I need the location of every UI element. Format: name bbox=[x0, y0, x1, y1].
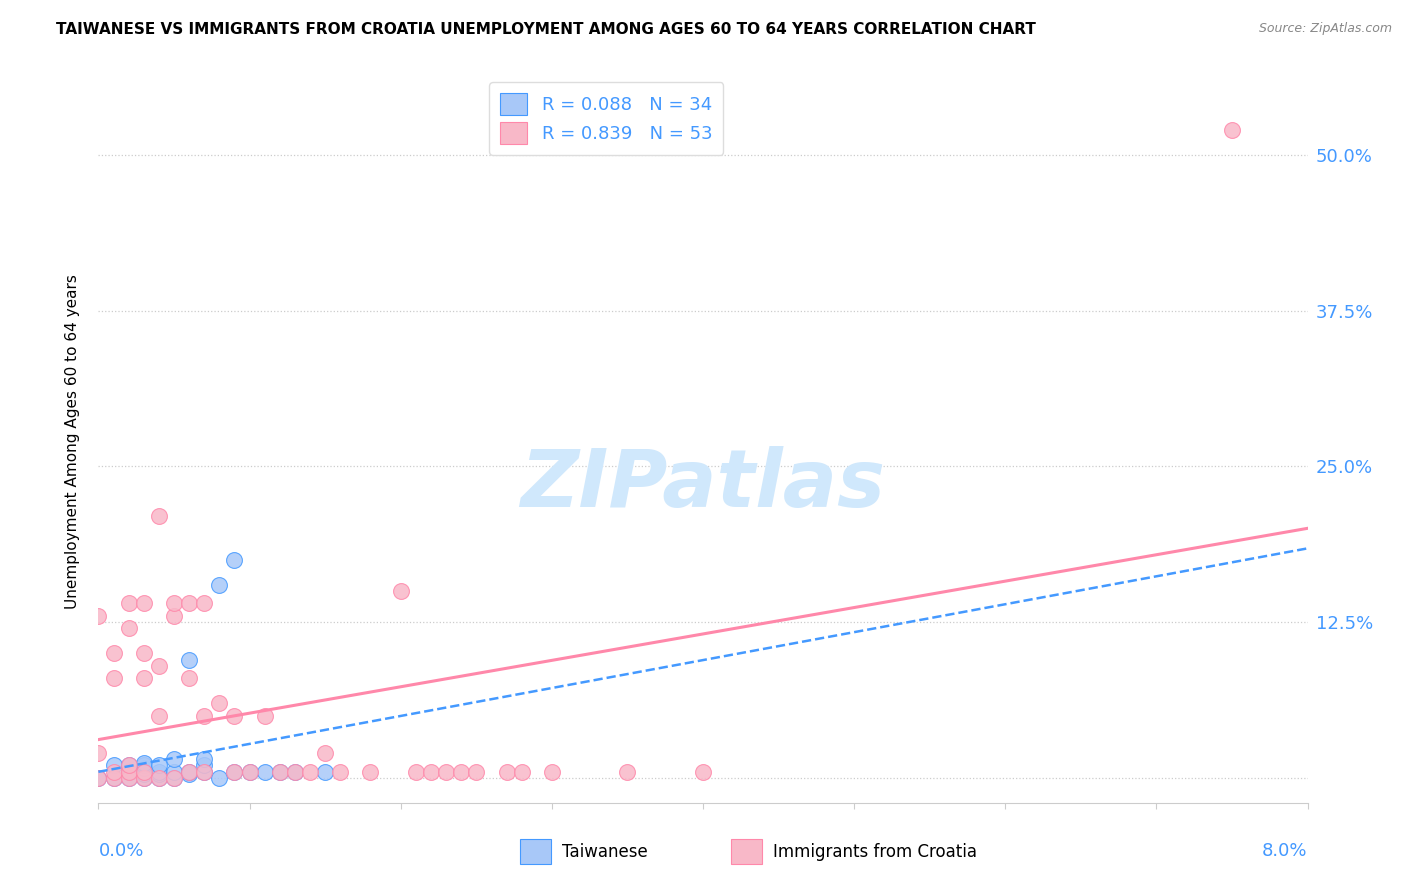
Point bbox=[103, 771, 125, 785]
Point bbox=[253, 708, 276, 723]
Point bbox=[132, 758, 155, 772]
Text: 0.0%: 0.0% bbox=[98, 842, 143, 860]
Point bbox=[87, 771, 110, 785]
Point bbox=[148, 764, 170, 779]
Point bbox=[118, 758, 141, 772]
Point bbox=[1220, 123, 1243, 137]
Point bbox=[208, 578, 231, 592]
Point bbox=[103, 646, 125, 660]
Point bbox=[284, 764, 307, 779]
Point bbox=[103, 764, 125, 779]
Point bbox=[193, 758, 215, 772]
Point bbox=[148, 771, 170, 785]
Point bbox=[132, 771, 155, 785]
Y-axis label: Unemployment Among Ages 60 to 64 years: Unemployment Among Ages 60 to 64 years bbox=[65, 274, 80, 609]
Point bbox=[132, 646, 155, 660]
Point bbox=[132, 767, 155, 781]
Point bbox=[193, 764, 215, 779]
Text: Taiwanese: Taiwanese bbox=[562, 843, 648, 861]
Point bbox=[224, 708, 246, 723]
Point bbox=[299, 764, 322, 779]
Point bbox=[118, 597, 141, 611]
Point bbox=[163, 771, 186, 785]
Point bbox=[103, 758, 125, 772]
Text: TAIWANESE VS IMMIGRANTS FROM CROATIA UNEMPLOYMENT AMONG AGES 60 TO 64 YEARS CORR: TAIWANESE VS IMMIGRANTS FROM CROATIA UNE… bbox=[56, 22, 1036, 37]
Point bbox=[163, 609, 186, 624]
Point bbox=[405, 764, 427, 779]
Point bbox=[314, 746, 336, 760]
Point bbox=[87, 609, 110, 624]
Point bbox=[118, 764, 141, 779]
Point bbox=[118, 621, 141, 635]
Point bbox=[132, 597, 155, 611]
Point bbox=[163, 752, 186, 766]
Point bbox=[420, 764, 443, 779]
Point bbox=[269, 764, 291, 779]
Point bbox=[193, 752, 215, 766]
Point bbox=[465, 764, 488, 779]
Text: ZIPatlas: ZIPatlas bbox=[520, 446, 886, 524]
Point bbox=[118, 771, 141, 785]
Point bbox=[269, 764, 291, 779]
Point bbox=[692, 764, 714, 779]
Point bbox=[616, 764, 638, 779]
Point bbox=[118, 771, 141, 785]
Point bbox=[103, 771, 125, 785]
Point bbox=[163, 764, 186, 779]
Point bbox=[87, 771, 110, 785]
Point bbox=[193, 764, 215, 779]
Point bbox=[389, 584, 412, 599]
Point bbox=[284, 764, 307, 779]
Point bbox=[540, 764, 562, 779]
Point bbox=[450, 764, 472, 779]
Legend: R = 0.088   N = 34, R = 0.839   N = 53: R = 0.088 N = 34, R = 0.839 N = 53 bbox=[489, 82, 723, 155]
Point bbox=[253, 764, 276, 779]
Point bbox=[329, 764, 352, 779]
Point bbox=[118, 758, 141, 772]
Point bbox=[224, 764, 246, 779]
Point bbox=[118, 764, 141, 779]
Text: Source: ZipAtlas.com: Source: ZipAtlas.com bbox=[1258, 22, 1392, 36]
Point bbox=[208, 771, 231, 785]
Point bbox=[132, 761, 155, 775]
Point bbox=[148, 509, 170, 524]
Point bbox=[179, 671, 201, 685]
Point bbox=[179, 597, 201, 611]
Point bbox=[132, 671, 155, 685]
Point bbox=[179, 764, 201, 779]
Point bbox=[495, 764, 517, 779]
Point bbox=[103, 671, 125, 685]
Text: Immigrants from Croatia: Immigrants from Croatia bbox=[773, 843, 977, 861]
Point bbox=[132, 764, 155, 779]
Point bbox=[434, 764, 457, 779]
Point bbox=[132, 771, 155, 785]
Point bbox=[148, 758, 170, 772]
Point bbox=[132, 764, 155, 779]
Point bbox=[163, 771, 186, 785]
Point bbox=[87, 746, 110, 760]
Point bbox=[148, 658, 170, 673]
Point bbox=[208, 696, 231, 710]
Point bbox=[193, 708, 215, 723]
Point bbox=[239, 764, 262, 779]
Point bbox=[148, 767, 170, 781]
Point bbox=[132, 756, 155, 770]
Text: 8.0%: 8.0% bbox=[1263, 842, 1308, 860]
Point bbox=[360, 764, 382, 779]
Point bbox=[179, 767, 201, 781]
Point bbox=[239, 764, 262, 779]
Point bbox=[193, 597, 215, 611]
Point bbox=[224, 553, 246, 567]
Point bbox=[314, 764, 336, 779]
Point bbox=[163, 597, 186, 611]
Point bbox=[179, 764, 201, 779]
Point bbox=[148, 708, 170, 723]
Point bbox=[148, 771, 170, 785]
Point bbox=[510, 764, 533, 779]
Point bbox=[224, 764, 246, 779]
Point bbox=[179, 652, 201, 666]
